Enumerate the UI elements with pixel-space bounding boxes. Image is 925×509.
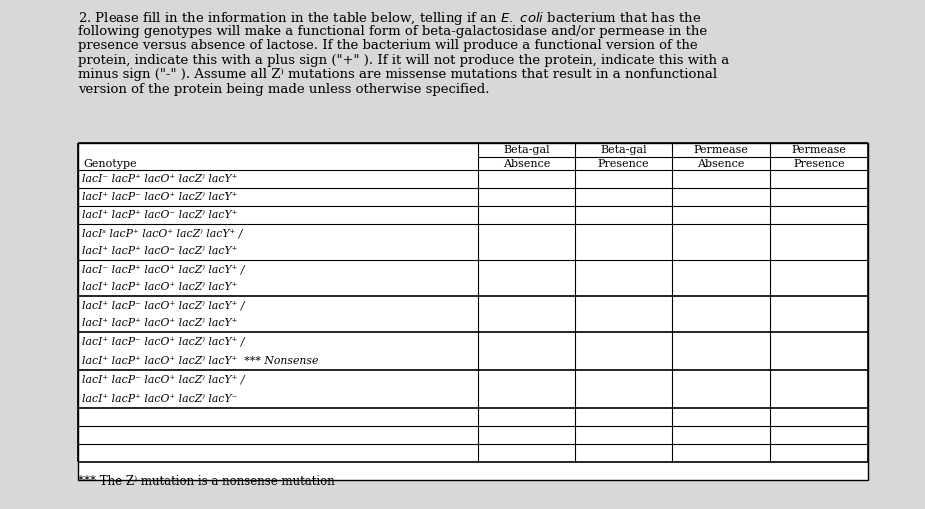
Text: Beta-gal: Beta-gal [600, 145, 647, 155]
Text: minus sign ("-" ). Assume all Z⁾ mutations are missense mutations that result in: minus sign ("-" ). Assume all Z⁾ mutatio… [78, 68, 717, 81]
Text: Genotype: Genotype [83, 158, 137, 168]
Text: following genotypes will make a functional form of beta-galactosidase and/or per: following genotypes will make a function… [78, 24, 707, 38]
Text: Presence: Presence [598, 158, 649, 168]
Text: 2. Please fill in the information in the table below, telling if an $\it{E.\ col: 2. Please fill in the information in the… [78, 10, 701, 27]
Text: Permease: Permease [792, 145, 846, 155]
Text: lacI⁺ lacP⁺ lacO⁺ lacZ⁾ lacY⁺: lacI⁺ lacP⁺ lacO⁺ lacZ⁾ lacY⁺ [82, 318, 238, 328]
Text: lacI⁺ lacP⁺ lacO⁺ lacZ⁾ lacY⁺: lacI⁺ lacP⁺ lacO⁺ lacZ⁾ lacY⁺ [82, 282, 238, 292]
Text: lacI⁺ lacP⁺ lacO⁺ lacZ⁾ lacY⁻: lacI⁺ lacP⁺ lacO⁺ lacZ⁾ lacY⁻ [82, 393, 238, 404]
Text: lacI⁺ lacP⁻ lacO⁺ lacZ⁾ lacY⁺ /: lacI⁺ lacP⁻ lacO⁺ lacZ⁾ lacY⁺ / [82, 300, 244, 310]
Text: lacI⁺ lacP⁻ lacO⁺ lacZ⁾ lacY⁺ /: lacI⁺ lacP⁻ lacO⁺ lacZ⁾ lacY⁺ / [82, 336, 244, 347]
Text: Presence: Presence [794, 158, 845, 168]
Text: lacI⁺ lacP⁻ lacO⁺ lacZ⁾ lacY⁺: lacI⁺ lacP⁻ lacO⁺ lacZ⁾ lacY⁺ [82, 192, 238, 202]
Text: Absence: Absence [697, 158, 745, 168]
Text: lacI⁺ lacP⁻ lacO⁺ lacZ⁾ lacY⁺ /: lacI⁺ lacP⁻ lacO⁺ lacZ⁾ lacY⁺ / [82, 375, 244, 384]
Text: lacI⁺ lacP⁺ lacO⁼ lacZ⁾ lacY⁺: lacI⁺ lacP⁺ lacO⁼ lacZ⁾ lacY⁺ [82, 246, 238, 256]
Text: Permease: Permease [694, 145, 748, 155]
Text: lacIˢ lacP⁺ lacO⁺ lacZ⁾ lacY⁺ /: lacIˢ lacP⁺ lacO⁺ lacZ⁾ lacY⁺ / [82, 228, 242, 238]
Text: lacI⁻ lacP⁺ lacO⁺ lacZ⁾ lacY⁺ /: lacI⁻ lacP⁺ lacO⁺ lacZ⁾ lacY⁺ / [82, 264, 244, 274]
Text: Absence: Absence [503, 158, 550, 168]
Text: version of the protein being made unless otherwise specified.: version of the protein being made unless… [78, 82, 489, 96]
Bar [78, 143, 868, 480]
Text: lacI⁺ lacP⁺ lacO⁻ lacZ⁾ lacY⁺: lacI⁺ lacP⁺ lacO⁻ lacZ⁾ lacY⁺ [82, 210, 238, 220]
Text: lacI⁻ lacP⁺ lacO⁺ lacZ⁾ lacY⁺: lacI⁻ lacP⁺ lacO⁺ lacZ⁾ lacY⁺ [82, 174, 238, 184]
Text: *** The Z⁾ mutation is a nonsense mutation: *** The Z⁾ mutation is a nonsense mutati… [78, 475, 335, 488]
Text: lacI⁺ lacP⁺ lacO⁺ lacZ⁾ lacY⁺  *** Nonsense: lacI⁺ lacP⁺ lacO⁺ lacZ⁾ lacY⁺ *** Nonsen… [82, 355, 318, 365]
Text: Beta-gal: Beta-gal [503, 145, 549, 155]
Text: presence versus absence of lactose. If the bacterium will produce a functional v: presence versus absence of lactose. If t… [78, 39, 697, 52]
Text: protein, indicate this with a plus sign ("+" ). If it will not produce the prote: protein, indicate this with a plus sign … [78, 53, 729, 67]
